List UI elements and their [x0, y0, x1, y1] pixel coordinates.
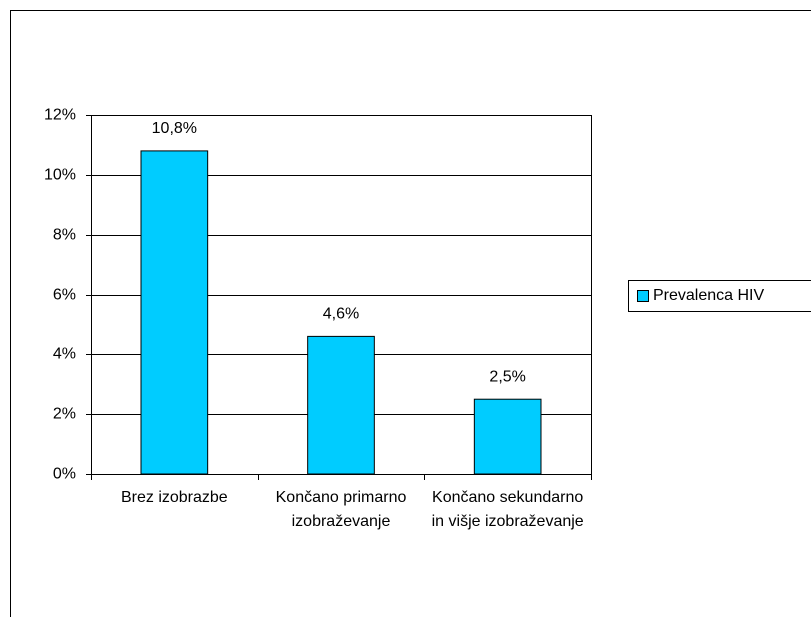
- legend-label: Prevalenca HIV: [653, 287, 764, 304]
- y-tick-label: 4%: [53, 346, 76, 363]
- legend-swatch: [637, 290, 649, 302]
- y-tick-label: 2%: [53, 406, 76, 423]
- x-tick-label-box: Končano sekundarno in višje izobraževanj…: [431, 489, 584, 530]
- x-tick-label: Brez izobrazbe: [120, 489, 228, 506]
- data-label: 4,6%: [323, 306, 359, 323]
- y-tick-label: 10%: [44, 167, 76, 184]
- y-tick-label: 0%: [53, 466, 76, 483]
- data-label: 2,5%: [489, 368, 525, 385]
- bar: [307, 335, 375, 475]
- y-tick-label: 6%: [53, 287, 76, 304]
- legend-box: [628, 280, 811, 312]
- x-tick-label-box: Brez izobrazbe: [120, 489, 228, 506]
- y-tick-label: 8%: [53, 227, 76, 244]
- y-tick-label: 12%: [44, 107, 76, 124]
- x-tick-label-box: Končano primarno izobraževanje: [275, 489, 407, 530]
- bar: [473, 398, 542, 475]
- x-tick-label: Končano sekundarno in višje izobraževanj…: [431, 489, 584, 530]
- bar: [140, 150, 209, 475]
- x-tick-label: Končano primarno izobraževanje: [275, 489, 407, 530]
- data-label: 10,8%: [152, 120, 197, 137]
